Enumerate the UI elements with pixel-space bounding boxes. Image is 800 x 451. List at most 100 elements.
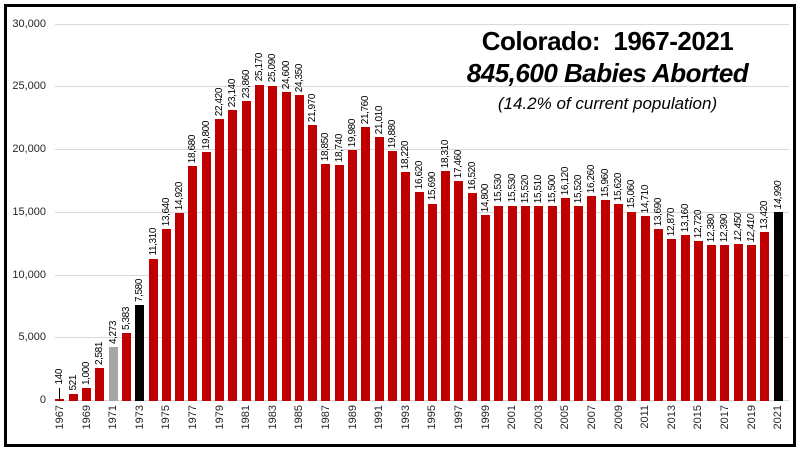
bar-value-label-2010: 15,060 — [626, 180, 638, 209]
bar-value-label-1991: 21,010 — [373, 105, 385, 134]
x-axis-label-1997: 1997 — [452, 404, 465, 429]
bar-slot-1983: 25,090 1983 — [266, 24, 279, 429]
bar-1994 — [414, 191, 424, 401]
bar-value-label-2003: 15,510 — [533, 174, 545, 203]
bar-2018 — [733, 244, 743, 401]
bar-1985 — [294, 94, 304, 401]
bar-slot-1970: 2,581 — [93, 24, 106, 401]
bar-value-label-1981: 23,860 — [240, 69, 252, 99]
x-axis-label-2015: 2015 — [692, 404, 705, 429]
gridline-0 — [55, 400, 789, 401]
bar-slot-2017: 12,390 2017 — [718, 24, 731, 429]
bar-2009 — [614, 204, 624, 401]
bar-2006 — [574, 205, 584, 401]
bar-value-label-1983: 25,090 — [267, 54, 279, 83]
bar-value-label-1976: 14,920 — [174, 182, 186, 211]
bar-slot-2003: 15,510 2003 — [532, 24, 545, 429]
x-axis-label-1977: 1977 — [186, 404, 199, 429]
bar-1987 — [321, 163, 331, 401]
bar-value-label-1993: 18,220 — [400, 140, 412, 169]
bar-1982 — [254, 84, 264, 401]
x-axis-label-1969: 1969 — [80, 404, 93, 429]
bar-2011 — [640, 215, 650, 401]
bar-1999 — [481, 214, 491, 401]
bar-1978 — [201, 152, 211, 401]
bar-value-label-2011: 14,710 — [639, 184, 651, 213]
bar-slot-1993: 18,220 1993 — [399, 24, 412, 429]
bar-value-label-1972: 5,383 — [120, 306, 132, 330]
bar-value-label-1975: 13,640 — [160, 198, 172, 227]
x-axis-label-2021: 2021 — [772, 404, 785, 429]
bar-slot-2004: 15,500 — [545, 24, 558, 401]
bar-value-label-1988: 18,740 — [333, 134, 345, 163]
bar-slot-1984: 24,600 — [279, 24, 292, 401]
bar-1976 — [175, 213, 185, 401]
bar-1971 — [108, 346, 118, 401]
bar-2003 — [534, 205, 544, 401]
bar-1974 — [148, 258, 158, 401]
bar-slot-1969: 1,000 1969 — [80, 24, 93, 429]
x-axis-label-1985: 1985 — [293, 404, 306, 429]
bar-slot-2019: 12,410 2019 — [745, 24, 758, 429]
bar-slot-2015: 12,720 2015 — [692, 24, 705, 429]
x-axis-label-1975: 1975 — [160, 404, 173, 429]
bar-2007 — [587, 196, 597, 401]
bar-value-label-2005: 16,120 — [559, 167, 571, 196]
bar-2015 — [693, 240, 703, 401]
bar-slot-1998: 16,520 — [466, 24, 479, 401]
bar-value-label-2001: 15,530 — [506, 174, 518, 203]
bar-slot-1987: 18,850 1987 — [319, 24, 332, 429]
bar-value-label-2002: 15,520 — [519, 174, 531, 203]
x-axis-label-1981: 1981 — [240, 404, 253, 429]
x-axis-label-1993: 1993 — [399, 404, 412, 429]
chart-note: (14.2% of current population) — [497, 94, 718, 113]
x-axis-label-2003: 2003 — [532, 404, 545, 429]
bar-value-label-2018: 12,450 — [732, 213, 744, 242]
bar-slot-1996: 18,310 — [439, 24, 452, 401]
bar-1972 — [121, 332, 131, 401]
bar-1981 — [241, 101, 251, 401]
bar-value-label-1971: 4,273 — [107, 320, 119, 344]
bar-value-label-2006: 15,520 — [573, 174, 585, 203]
bar-value-label-1968: 521 — [67, 375, 79, 391]
bar-slot-1979: 22,420 1979 — [213, 24, 226, 429]
x-axis-label-1979: 1979 — [213, 404, 226, 429]
bar-1980 — [228, 110, 238, 401]
bar-slot-2008: 15,960 — [599, 24, 612, 401]
x-axis-label-1991: 1991 — [373, 404, 386, 429]
bar-2014 — [680, 235, 690, 401]
bar-slot-1968: 521 — [67, 24, 80, 401]
bar-value-label-2009: 15,620 — [613, 173, 625, 202]
x-axis-label-2001: 2001 — [506, 404, 519, 429]
bar-value-label-1974: 11,310 — [147, 228, 159, 256]
bar-value-label-2019: 12,410 — [746, 213, 758, 242]
chart-subtitle: 845,600 Babies Aborted — [466, 58, 749, 88]
bar-slot-2005: 16,120 2005 — [559, 24, 572, 429]
bar-1995 — [427, 203, 437, 401]
bar-slot-1988: 18,740 — [333, 24, 346, 401]
bar-1986 — [308, 124, 318, 401]
x-axis-label-1999: 1999 — [479, 404, 492, 429]
x-axis-label-1967: 1967 — [53, 404, 66, 429]
bar-value-label-2021: 14,990 — [772, 181, 784, 210]
bar-1979 — [215, 119, 225, 401]
bar-value-label-1997: 17,460 — [453, 150, 465, 179]
chart-title-block: Colorado: 1967-2021 845,600 Babies Abort… — [420, 26, 795, 117]
bar-value-label-1989: 19,980 — [347, 118, 359, 147]
bar-2016 — [707, 245, 717, 401]
bar-slot-1973: 7,580 1973 — [133, 24, 146, 429]
bar-value-label-1996: 18,310 — [440, 139, 452, 168]
bar-slot-2001: 15,530 2001 — [506, 24, 519, 429]
bar-value-label-2013: 12,870 — [666, 207, 678, 236]
bar-1992 — [387, 151, 397, 401]
bar-1998 — [467, 193, 477, 401]
bar-value-label-2017: 12,390 — [719, 213, 731, 243]
gridline-30000 — [55, 23, 789, 25]
bar-2008 — [600, 200, 610, 401]
bar-value-label-1986: 21,970 — [307, 93, 319, 122]
x-axis-label-2007: 2007 — [585, 404, 598, 429]
bar-1977 — [188, 166, 198, 401]
y-axis-label-25000: 25,000 — [12, 80, 46, 93]
bar-slot-1989: 19,980 1989 — [346, 24, 359, 429]
